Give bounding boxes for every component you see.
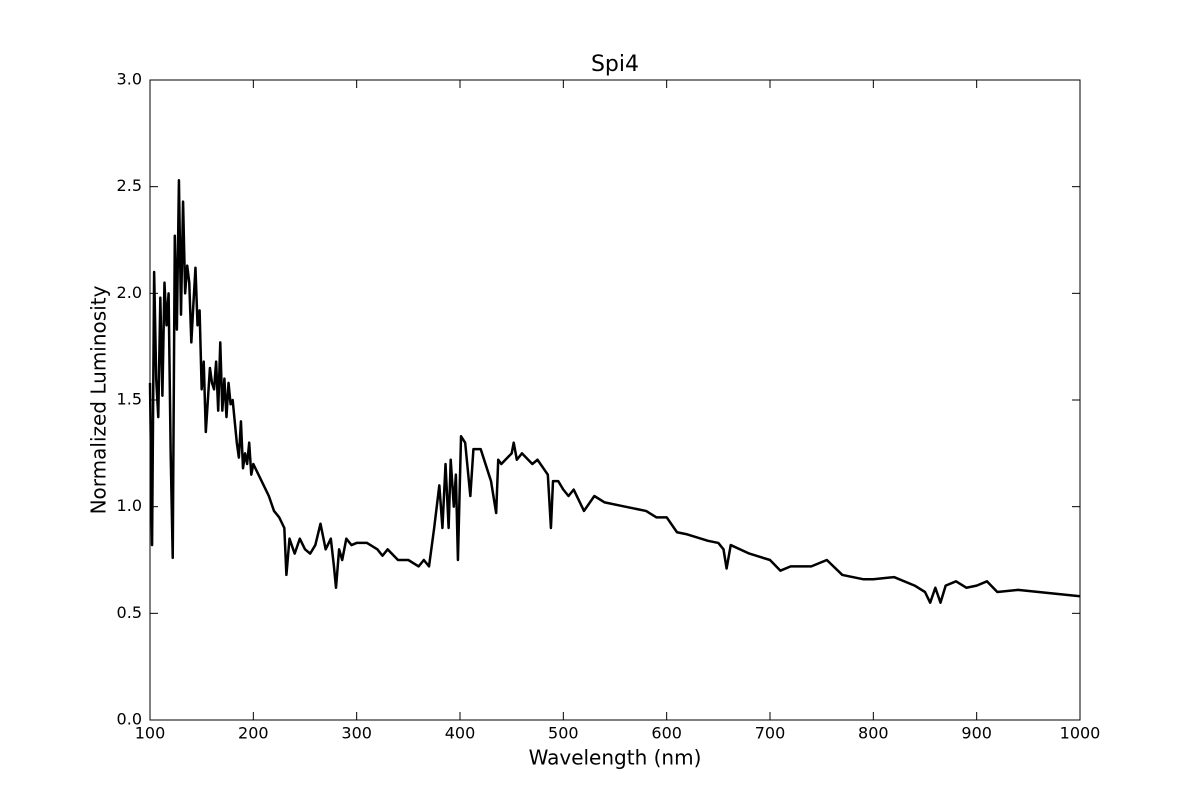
x-tick-label: 500 xyxy=(548,724,579,743)
x-tick-label: 200 xyxy=(238,724,269,743)
y-tick-label: 1.5 xyxy=(117,390,142,409)
y-tick-label: 3.0 xyxy=(117,70,142,89)
data-line xyxy=(148,179,1081,604)
x-tick-label: 100 xyxy=(135,724,166,743)
chart-title: Spi4 xyxy=(591,52,639,77)
y-tick-label: 2.5 xyxy=(117,176,142,195)
x-tick-label: 800 xyxy=(858,724,889,743)
y-tick-label: 0.0 xyxy=(117,710,142,729)
x-tick-label: 300 xyxy=(341,724,372,743)
x-tick-label: 1000 xyxy=(1060,724,1101,743)
x-tick-label: 600 xyxy=(651,724,682,743)
x-tick-label: 900 xyxy=(961,724,992,743)
y-tick-label: 2.0 xyxy=(117,283,142,302)
x-tick-label: 400 xyxy=(445,724,476,743)
y-axis-label: Normalized Luminosity xyxy=(87,285,111,514)
y-tick-label: 1.0 xyxy=(117,496,142,515)
x-tick-label: 700 xyxy=(755,724,786,743)
y-tick-label: 0.5 xyxy=(117,603,142,622)
x-axis-label: Wavelength (nm) xyxy=(529,746,702,770)
